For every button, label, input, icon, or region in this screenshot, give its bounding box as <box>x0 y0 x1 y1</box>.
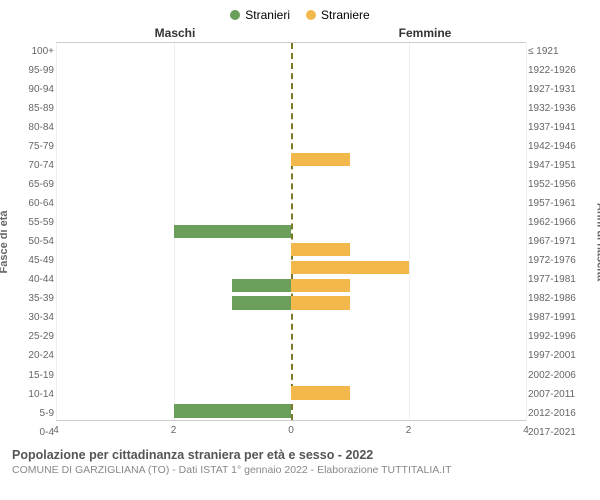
age-row <box>56 205 526 223</box>
age-label: 40-44 <box>16 275 54 285</box>
age-row <box>56 61 526 79</box>
bar-male <box>174 225 292 239</box>
age-row <box>56 115 526 133</box>
x-tick: 2 <box>171 425 177 436</box>
legend-item-female: Straniere <box>306 8 370 22</box>
age-row <box>56 97 526 115</box>
birth-year-label: 1952-1956 <box>528 180 584 190</box>
caption-title: Popolazione per cittadinanza straniera p… <box>12 448 590 462</box>
age-row <box>56 240 526 258</box>
age-row <box>56 151 526 169</box>
age-row <box>56 79 526 97</box>
age-row <box>56 43 526 61</box>
birth-year-label: 2012-2016 <box>528 409 584 419</box>
gridline <box>526 43 527 420</box>
bar-female <box>291 243 350 257</box>
age-row <box>56 384 526 402</box>
birth-year-label: 1982-1986 <box>528 294 584 304</box>
age-row <box>56 276 526 294</box>
birth-year-label: 1942-1946 <box>528 142 584 152</box>
plot: Fasce di età Anni di nascita 42024 100+≤… <box>10 42 590 442</box>
bar-female <box>291 153 350 167</box>
birth-year-label: 1937-1941 <box>528 123 584 133</box>
bar-male <box>232 279 291 293</box>
age-label: 10-14 <box>16 390 54 400</box>
age-row <box>56 312 526 330</box>
age-label: 5-9 <box>16 409 54 419</box>
age-row <box>56 402 526 420</box>
header-female: Femmine <box>300 26 590 40</box>
birth-year-label: 1932-1936 <box>528 104 584 114</box>
legend-swatch-female <box>306 10 316 20</box>
x-tick: 2 <box>406 425 412 436</box>
column-headers: Maschi Femmine <box>10 26 590 40</box>
caption-subtitle: COMUNE DI GARZIGLIANA (TO) - Dati ISTAT … <box>12 464 590 476</box>
age-row <box>56 348 526 366</box>
birth-year-label: ≤ 1921 <box>528 47 584 57</box>
plot-area <box>56 42 526 420</box>
age-label: 75-79 <box>16 142 54 152</box>
age-label: 50-54 <box>16 237 54 247</box>
bar-female <box>291 386 350 400</box>
header-male: Maschi <box>10 26 300 40</box>
birth-year-label: 1972-1976 <box>528 256 584 266</box>
legend-item-male: Stranieri <box>230 8 290 22</box>
age-row <box>56 258 526 276</box>
age-label: 30-34 <box>16 313 54 323</box>
birth-year-label: 2017-2021 <box>528 428 584 438</box>
x-tick: 0 <box>288 425 294 436</box>
age-row <box>56 294 526 312</box>
birth-year-label: 1987-1991 <box>528 313 584 323</box>
age-label: 70-74 <box>16 161 54 171</box>
age-label: 15-19 <box>16 371 54 381</box>
birth-year-label: 1957-1961 <box>528 199 584 209</box>
birth-year-label: 1947-1951 <box>528 161 584 171</box>
caption: Popolazione per cittadinanza straniera p… <box>10 448 590 476</box>
y-axis-title-left: Fasce di età <box>0 211 10 274</box>
age-row <box>56 187 526 205</box>
age-row <box>56 366 526 384</box>
birth-year-label: 1962-1966 <box>528 218 584 228</box>
age-row <box>56 223 526 241</box>
bar-male <box>232 296 291 310</box>
x-axis: 42024 <box>56 420 526 442</box>
age-row <box>56 133 526 151</box>
age-label: 20-24 <box>16 351 54 361</box>
age-label: 100+ <box>16 47 54 57</box>
birth-year-label: 2002-2006 <box>528 371 584 381</box>
age-row <box>56 330 526 348</box>
age-label: 95-99 <box>16 66 54 76</box>
legend-label-female: Straniere <box>321 8 370 22</box>
age-label: 90-94 <box>16 85 54 95</box>
age-label: 85-89 <box>16 104 54 114</box>
age-row <box>56 169 526 187</box>
legend-swatch-male <box>230 10 240 20</box>
y-axis-title-right: Anni di nascita <box>594 203 600 281</box>
birth-year-label: 1997-2001 <box>528 351 584 361</box>
birth-year-label: 1922-1926 <box>528 66 584 76</box>
legend: Stranieri Straniere <box>10 8 590 22</box>
age-label: 25-29 <box>16 332 54 342</box>
x-tick: 4 <box>53 425 59 436</box>
bar-female <box>291 261 409 275</box>
birth-year-label: 1967-1971 <box>528 237 584 247</box>
age-label: 60-64 <box>16 199 54 209</box>
age-label: 80-84 <box>16 123 54 133</box>
bar-male <box>174 404 292 418</box>
birth-year-label: 1992-1996 <box>528 332 584 342</box>
age-label: 65-69 <box>16 180 54 190</box>
birth-year-label: 2007-2011 <box>528 390 584 400</box>
age-label: 0-4 <box>16 428 54 438</box>
bar-female <box>291 296 350 310</box>
age-label: 55-59 <box>16 218 54 228</box>
bar-female <box>291 279 350 293</box>
age-label: 35-39 <box>16 294 54 304</box>
pyramid-chart: Stranieri Straniere Maschi Femmine Fasce… <box>0 0 600 500</box>
age-label: 45-49 <box>16 256 54 266</box>
birth-year-label: 1927-1931 <box>528 85 584 95</box>
birth-year-label: 1977-1981 <box>528 275 584 285</box>
legend-label-male: Stranieri <box>245 8 290 22</box>
